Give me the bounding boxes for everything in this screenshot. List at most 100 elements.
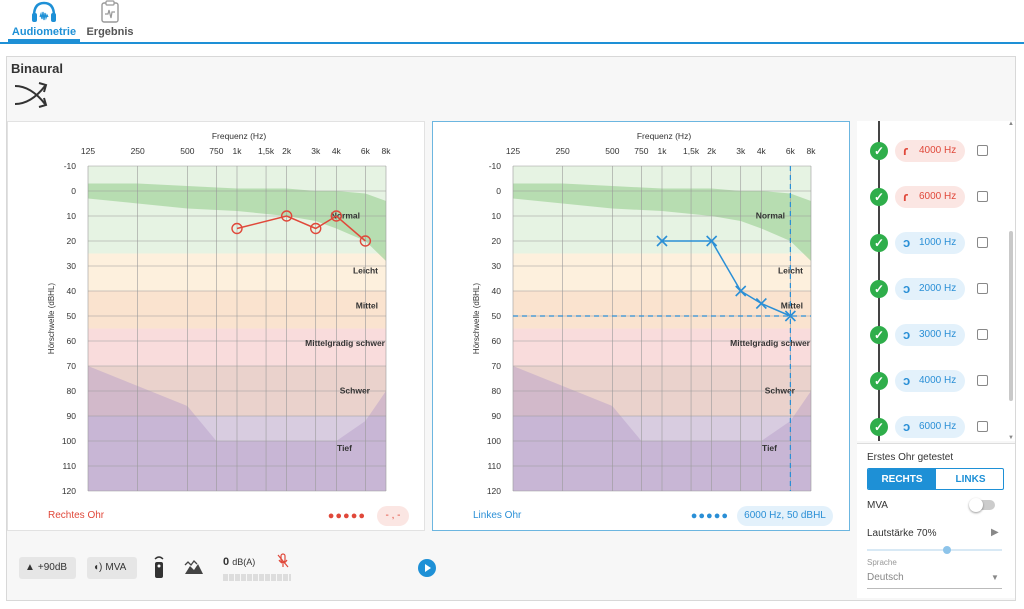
mva-label: MVA: [867, 500, 888, 511]
y-tick-label: 40: [67, 286, 77, 296]
status-dots-right: ●●●●●: [690, 510, 729, 522]
play-arrow-icon[interactable]: ▶: [991, 527, 999, 538]
first-ear-toggle[interactable]: RECHTS LINKS: [867, 468, 1004, 490]
y-tick-label: 70: [67, 361, 77, 371]
frequency-row[interactable]: ✓ ↄ 3000 Hz: [857, 319, 1007, 349]
scroll-down-icon[interactable]: ▼: [1008, 435, 1014, 441]
x-tick-label: 1k: [658, 146, 668, 156]
mva-button-label: MVA: [105, 562, 127, 573]
frequency-row[interactable]: ✓ ↄ 4000 Hz: [857, 365, 1007, 395]
frequency-checkbox[interactable]: [977, 375, 988, 386]
data-point-circle: [330, 210, 343, 222]
noise-hills-icon[interactable]: [184, 559, 204, 575]
y-axis-title: Hörschwelle (dBHL): [47, 283, 56, 354]
frequency-row[interactable]: ✓ ɾ 4000 Hz: [857, 135, 1007, 165]
data-point-circle: [280, 210, 293, 222]
cross-stroke: [735, 285, 747, 297]
y-tick-label: 90: [492, 411, 502, 421]
frequency-row[interactable]: ✓ ↄ 2000 Hz: [857, 273, 1007, 303]
y-tick-label: 100: [487, 436, 501, 446]
cross-stroke: [706, 235, 718, 247]
tab-ergebnis[interactable]: Ergebnis: [86, 0, 134, 42]
x-tick-label: 750: [634, 146, 648, 156]
slider-handle[interactable]: [943, 546, 951, 554]
data-point-cross: [656, 235, 668, 247]
frequency-list-scrollbar[interactable]: ▲ ▼: [1008, 121, 1014, 441]
frequency-pill[interactable]: ɾ 4000 Hz: [895, 140, 965, 162]
zone-label: Schwer: [340, 386, 371, 396]
frequency-checkbox[interactable]: [977, 283, 988, 294]
x-tick-label: 125: [81, 146, 95, 156]
normal-range-band: [513, 183, 811, 261]
plus-90db-button[interactable]: ▲ +90dB: [19, 557, 76, 579]
speaker-person-icon: ◖): [93, 562, 103, 573]
frequency-pill[interactable]: ɾ 6000 Hz: [895, 186, 965, 208]
ear-icon: ɾ: [903, 143, 909, 158]
ear-icon: ↄ: [903, 327, 911, 342]
frequency-checkbox[interactable]: [977, 329, 988, 340]
zone-label: Mittel: [356, 301, 378, 311]
tab-ergebnis-label: Ergebnis: [86, 26, 134, 38]
x-tick-label: 2k: [707, 146, 717, 156]
frequency-row[interactable]: ✓ ↄ 6000 Hz: [857, 411, 1007, 441]
volume-slider[interactable]: [867, 546, 1002, 554]
scrollbar-thumb[interactable]: [1009, 231, 1013, 401]
cross-stroke: [656, 235, 668, 247]
frequency-pill[interactable]: ↄ 6000 Hz: [895, 416, 965, 438]
frequency-checkbox[interactable]: [977, 237, 988, 248]
mic-muted-icon[interactable]: [276, 553, 290, 569]
db-value: 0: [223, 556, 230, 568]
value-pill-right: 6000 Hz, 50 dBHL: [737, 506, 833, 526]
check-icon: ✓: [870, 326, 888, 344]
chevron-down-icon[interactable]: ▼: [991, 573, 999, 582]
level-meter: [223, 574, 291, 581]
status-dots-left: ●●●●●: [327, 510, 366, 522]
audiogram-chart-right[interactable]: 125 250 500 750 1k 1,5k 2k 3k 4k 6k 8k -10 0 10 20 30 40…: [433, 122, 851, 532]
mva-toggle[interactable]: [969, 498, 995, 512]
audiogram-left-ear[interactable]: 125 250 500 750 1k 1,5k 2k 3k 4k 6k 8k -10 0 10 20 30 40…: [432, 121, 850, 531]
language-label: Sprache: [867, 558, 897, 567]
zone-label: Mittel: [781, 301, 803, 311]
frequency-label: 2000 Hz: [919, 283, 957, 294]
y-tick-label: 0: [496, 186, 501, 196]
data-point-cross: [735, 285, 747, 297]
toggle-knob: [969, 498, 983, 512]
play-button[interactable]: [418, 559, 436, 577]
tab-audiometrie[interactable]: Audiometrie: [8, 0, 80, 42]
data-point-circle: [359, 235, 372, 247]
x-tick-label: 2k: [282, 146, 292, 156]
y-tick-label: 60: [67, 336, 77, 346]
frequency-pill[interactable]: ↄ 2000 Hz: [895, 278, 965, 300]
zone-label: Leicht: [353, 266, 378, 276]
audiogram-right-ear[interactable]: 125 250 500 750 1k 1,5k 2k 3k 4k 6k 8k -10 0 10 20 30 40…: [7, 121, 425, 531]
y-tick-label: 60: [492, 336, 502, 346]
scroll-up-icon[interactable]: ▲: [1008, 121, 1014, 127]
language-select[interactable]: Deutsch: [867, 572, 904, 583]
audiogram-chart-left[interactable]: 125 250 500 750 1k 1,5k 2k 3k 4k 6k 8k -10 0 10 20 30 40…: [8, 122, 426, 532]
ear-icon: ɾ: [903, 189, 909, 204]
y-tick-label: 110: [487, 461, 501, 471]
frequency-checkbox[interactable]: [977, 191, 988, 202]
divider: [857, 443, 1015, 444]
x-tick-label: 1k: [233, 146, 243, 156]
remote-control-icon[interactable]: [152, 555, 166, 579]
frequency-pill[interactable]: ↄ 4000 Hz: [895, 370, 965, 392]
frequency-checkbox[interactable]: [977, 145, 988, 156]
frequency-checkbox[interactable]: [977, 421, 988, 432]
y-tick-label: -10: [64, 161, 77, 171]
frequency-pill[interactable]: ↄ 1000 Hz: [895, 232, 965, 254]
play-icon: [425, 564, 431, 572]
links-button[interactable]: LINKS: [955, 474, 986, 485]
frequency-row[interactable]: ✓ ↄ 1000 Hz: [857, 227, 1007, 257]
check-icon: ✓: [870, 142, 888, 160]
data-point-cross: [784, 310, 796, 322]
rechts-button[interactable]: RECHTS: [868, 469, 936, 489]
frequency-row[interactable]: ✓ ɾ 6000 Hz: [857, 181, 1007, 211]
frequency-label: 3000 Hz: [919, 329, 957, 340]
frequency-pill[interactable]: ↄ 3000 Hz: [895, 324, 965, 346]
crossing-arrows-icon[interactable]: [13, 80, 49, 108]
mva-button[interactable]: ◖) MVA: [87, 557, 137, 579]
zone-label: Mittelgradig schwer: [305, 338, 386, 348]
zone-label: Tief: [762, 443, 777, 453]
x-tick-label: 4k: [757, 146, 767, 156]
